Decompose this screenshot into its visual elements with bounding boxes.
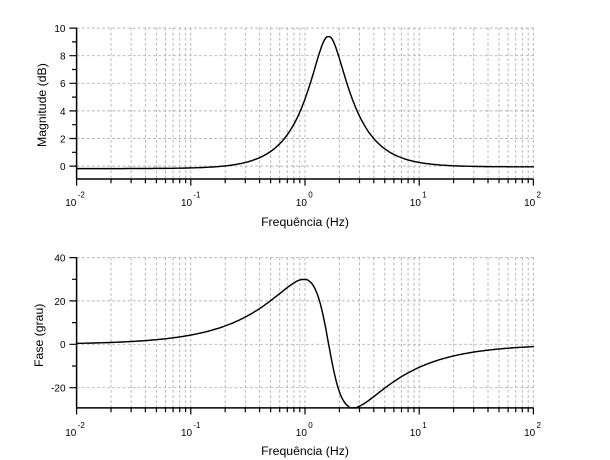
svg-text:10: 10 bbox=[181, 428, 193, 439]
svg-text:20: 20 bbox=[54, 297, 66, 308]
svg-text:6: 6 bbox=[60, 79, 66, 90]
svg-text:Frequência (Hz): Frequência (Hz) bbox=[261, 444, 349, 458]
svg-text:10: 10 bbox=[524, 428, 536, 439]
svg-text:Fase (grau): Fase (grau) bbox=[32, 304, 46, 367]
svg-text:10: 10 bbox=[524, 198, 536, 209]
svg-text:0: 0 bbox=[308, 421, 313, 430]
svg-text:10: 10 bbox=[410, 198, 422, 209]
svg-text:-1: -1 bbox=[193, 421, 201, 430]
svg-text:4: 4 bbox=[60, 107, 66, 118]
svg-text:8: 8 bbox=[60, 52, 66, 63]
svg-text:-2: -2 bbox=[78, 421, 86, 430]
svg-text:10: 10 bbox=[65, 428, 77, 439]
svg-text:10: 10 bbox=[65, 198, 77, 209]
svg-text:10: 10 bbox=[410, 428, 422, 439]
svg-text:0: 0 bbox=[60, 340, 66, 351]
svg-text:10: 10 bbox=[54, 24, 66, 35]
svg-text:Frequência (Hz): Frequência (Hz) bbox=[261, 215, 349, 229]
svg-text:1: 1 bbox=[422, 421, 427, 430]
svg-text:0: 0 bbox=[308, 191, 313, 200]
svg-text:2: 2 bbox=[537, 421, 542, 430]
svg-text:10: 10 bbox=[296, 198, 308, 209]
svg-text:-2: -2 bbox=[78, 191, 86, 200]
svg-text:40: 40 bbox=[54, 254, 66, 265]
svg-text:Magnitude (dB): Magnitude (dB) bbox=[35, 63, 49, 147]
svg-text:2: 2 bbox=[537, 191, 542, 200]
svg-text:1: 1 bbox=[422, 191, 427, 200]
svg-text:0: 0 bbox=[60, 162, 66, 173]
svg-text:10: 10 bbox=[296, 428, 308, 439]
svg-text:-1: -1 bbox=[193, 191, 201, 200]
svg-text:-20: -20 bbox=[51, 384, 66, 395]
svg-text:2: 2 bbox=[60, 134, 66, 145]
svg-text:10: 10 bbox=[181, 198, 193, 209]
